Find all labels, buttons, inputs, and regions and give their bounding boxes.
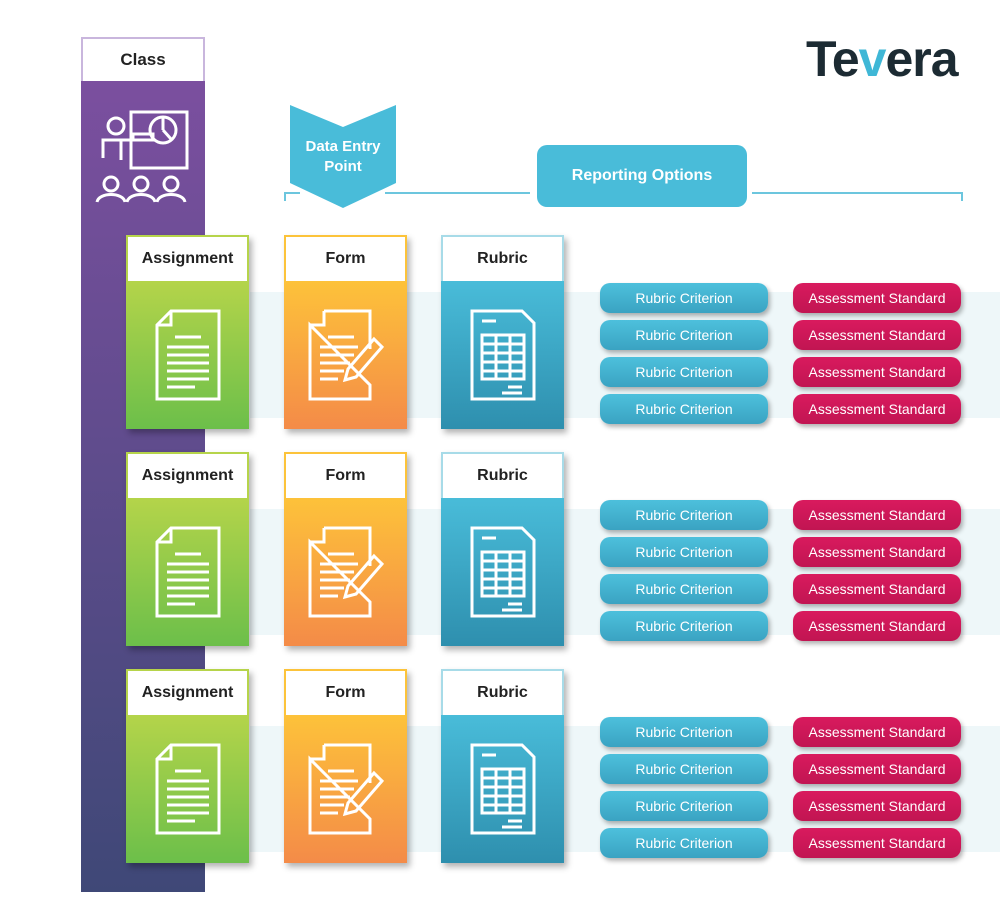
form-label: Form: [284, 669, 407, 715]
tevera-logo: Tevera: [806, 31, 959, 87]
rubric-criterion-pill: Rubric Criterion: [600, 394, 768, 424]
form-card: Form: [284, 235, 407, 429]
rubric-criterion-pill: Rubric Criterion: [600, 754, 768, 784]
form-edit-icon: [308, 309, 384, 401]
assessment-standard-pill: Assessment Standard: [793, 357, 961, 387]
assignment-label: Assignment: [126, 669, 249, 715]
assignment-card: Assignment: [126, 669, 249, 863]
assessment-standard-pill: Assessment Standard: [793, 717, 961, 747]
document-icon: [155, 743, 220, 835]
assessment-standard-pill: Assessment Standard: [793, 611, 961, 641]
form-edit-icon: [308, 743, 384, 835]
rubric-label: Rubric: [441, 452, 564, 498]
form-edit-icon: [308, 526, 384, 618]
rubric-criterion-pill: Rubric Criterion: [600, 717, 768, 747]
assignment-card: Assignment: [126, 235, 249, 429]
assessment-standard-pill: Assessment Standard: [793, 537, 961, 567]
bracket-line: [284, 192, 963, 201]
rubric-card: Rubric: [441, 452, 564, 646]
assignment-card: Assignment: [126, 452, 249, 646]
rubric-criterion-pill: Rubric Criterion: [600, 791, 768, 821]
form-card: Form: [284, 669, 407, 863]
spreadsheet-document-icon: [470, 526, 535, 618]
rubric-criterion-pill: Rubric Criterion: [600, 537, 768, 567]
assessment-standard-pill: Assessment Standard: [793, 574, 961, 604]
assessment-standard-pill: Assessment Standard: [793, 394, 961, 424]
data-entry-label: Data Entry Point: [305, 138, 381, 175]
data-entry-point-marker: Data Entry Point: [290, 105, 396, 208]
assessment-standard-pill: Assessment Standard: [793, 791, 961, 821]
rubric-criterion-pill: Rubric Criterion: [600, 611, 768, 641]
spreadsheet-document-icon: [470, 743, 535, 835]
rubric-criterion-pill: Rubric Criterion: [600, 500, 768, 530]
class-header: Class: [81, 37, 205, 81]
form-card: Form: [284, 452, 407, 646]
rubric-criterion-pill: Rubric Criterion: [600, 357, 768, 387]
classroom-presentation-icon: [95, 110, 189, 203]
document-icon: [155, 526, 220, 618]
assessment-standard-pill: Assessment Standard: [793, 320, 961, 350]
assessment-standard-pill: Assessment Standard: [793, 754, 961, 784]
rubric-card: Rubric: [441, 669, 564, 863]
rubric-criterion-pill: Rubric Criterion: [600, 828, 768, 858]
rubric-criterion-pill: Rubric Criterion: [600, 320, 768, 350]
assignment-label: Assignment: [126, 235, 249, 281]
form-label: Form: [284, 452, 407, 498]
rubric-criterion-pill: Rubric Criterion: [600, 283, 768, 313]
rubric-criterion-pill: Rubric Criterion: [600, 574, 768, 604]
assignment-label: Assignment: [126, 452, 249, 498]
form-label: Form: [284, 235, 407, 281]
assessment-standard-pill: Assessment Standard: [793, 828, 961, 858]
assessment-standard-pill: Assessment Standard: [793, 500, 961, 530]
reporting-options-box: Reporting Options: [537, 145, 747, 207]
assessment-standard-pill: Assessment Standard: [793, 283, 961, 313]
spreadsheet-document-icon: [470, 309, 535, 401]
rubric-label: Rubric: [441, 235, 564, 281]
document-icon: [155, 309, 220, 401]
rubric-card: Rubric: [441, 235, 564, 429]
rubric-label: Rubric: [441, 669, 564, 715]
